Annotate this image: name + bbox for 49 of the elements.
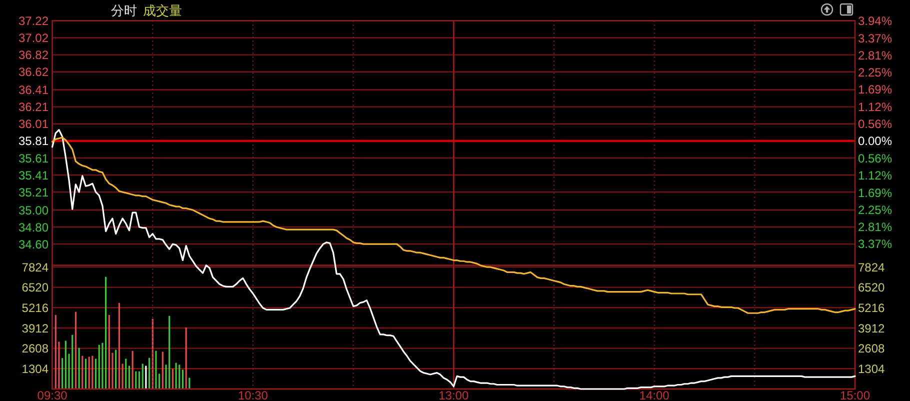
y-tick-label: 35.61: [18, 151, 49, 166]
y-tick-label: 36.62: [18, 65, 49, 80]
y-tick-label: 36.82: [18, 48, 49, 62]
y-tick-label: 3912: [22, 321, 49, 336]
y-tick-label: 35.00: [18, 203, 49, 218]
y-tick-label: 1304: [22, 362, 49, 376]
y-tick-label: 5216: [22, 300, 49, 315]
y2-tick-label: 2.25%: [858, 66, 892, 80]
y2-tick-label: 1.12%: [858, 168, 892, 182]
chart-subtitle: 成交量: [143, 3, 182, 18]
y-tick-label: 2608: [22, 342, 49, 356]
line-series: [52, 129, 856, 390]
y2-tick-label: 0.56%: [858, 151, 892, 166]
y2-tick-label: 3912: [858, 321, 886, 336]
y-tick-label: 37.22: [18, 14, 49, 28]
x-tick-label: 13:00: [438, 388, 469, 401]
x-tick-label: 09:30: [37, 388, 68, 401]
y2-tick-label: 2.81%: [858, 220, 892, 234]
x-tick-label: 15:00: [840, 388, 870, 401]
y2-tick-label: 5216: [858, 300, 886, 315]
y-tick-label: 7824: [22, 260, 49, 274]
y-tick-label: 35.81: [18, 134, 49, 148]
y2-tick-label: 1.69%: [858, 82, 892, 97]
x-tick-label: 10:30: [238, 388, 268, 401]
y2-tick-label: 7824: [858, 260, 886, 274]
y2-tick-label: 1.12%: [858, 100, 892, 114]
y2-tick-label: 2.25%: [858, 202, 892, 217]
y2-tick-label: 2.81%: [858, 48, 892, 62]
y2-tick-label: 1304: [858, 362, 886, 376]
y2-tick-label: 2608: [858, 342, 886, 356]
chart-title: 分时: [111, 3, 137, 18]
y-tick-label: 34.80: [18, 220, 49, 234]
y-tick-label: 36.01: [18, 117, 49, 132]
y2-tick-label: 3.37%: [858, 31, 892, 46]
y2-tick-label: 3.37%: [858, 237, 892, 252]
y-tick-label: 35.21: [18, 185, 49, 200]
y2-tick-label: 1.69%: [858, 186, 892, 200]
y-tick-label: 36.21: [18, 100, 49, 114]
y-tick-label: 36.41: [18, 83, 49, 98]
y-tick-label: 34.60: [18, 237, 49, 252]
line-series: [52, 136, 856, 314]
y2-tick-label: 3.94%: [858, 14, 892, 28]
x-tick-label: 14:00: [639, 388, 670, 401]
y-tick-label: 37.02: [18, 31, 49, 46]
y2-tick-label: 0.56%: [858, 117, 892, 132]
y2-tick-label: 6520: [858, 280, 886, 295]
y-tick-label: 6520: [22, 280, 49, 295]
y2-tick-label: 0.00%: [858, 134, 892, 148]
y-tick-label: 35.41: [18, 168, 49, 182]
